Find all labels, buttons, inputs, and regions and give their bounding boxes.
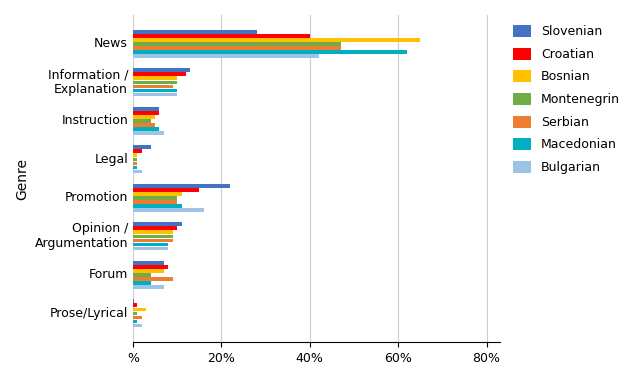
Bar [133, 146, 150, 149]
Bar [133, 115, 155, 119]
Bar [133, 46, 340, 50]
Bar [133, 119, 150, 123]
Bar [133, 273, 150, 277]
Bar [133, 30, 257, 33]
Bar [133, 316, 141, 319]
Bar [133, 239, 173, 242]
Bar [133, 169, 141, 173]
Bar [133, 93, 177, 97]
Bar [133, 204, 182, 208]
Bar [133, 149, 141, 153]
Bar [133, 123, 155, 127]
Bar [133, 231, 173, 234]
Bar [133, 304, 138, 307]
Bar [133, 247, 168, 250]
Bar [133, 73, 186, 76]
Legend: Slovenian, Croatian, Bosnian, Montenegrin, Serbian, Macedonian, Bulgarian: Slovenian, Croatian, Bosnian, Montenegri… [509, 21, 624, 178]
Bar [133, 299, 134, 303]
Bar [133, 162, 138, 165]
Bar [133, 200, 177, 204]
Bar [133, 42, 340, 46]
Bar [133, 154, 138, 157]
Bar [133, 222, 182, 226]
Y-axis label: Genre: Genre [15, 158, 29, 200]
Bar [133, 81, 177, 84]
Bar [133, 34, 310, 38]
Bar [133, 54, 319, 58]
Bar [133, 127, 159, 131]
Bar [133, 324, 141, 328]
Bar [133, 226, 177, 230]
Bar [133, 131, 164, 135]
Bar [133, 281, 150, 285]
Bar [133, 192, 182, 196]
Bar [133, 50, 407, 54]
Bar [133, 89, 177, 92]
Bar [133, 269, 164, 273]
Bar [133, 111, 159, 115]
Bar [133, 188, 199, 192]
Bar [133, 166, 138, 169]
Bar [133, 234, 173, 238]
Bar [133, 107, 159, 111]
Bar [133, 208, 204, 212]
Bar [133, 261, 164, 264]
Bar [133, 265, 168, 269]
Bar [133, 76, 177, 80]
Bar [133, 196, 177, 200]
Bar [133, 85, 173, 88]
Bar [133, 307, 146, 311]
Bar [133, 38, 420, 42]
Bar [133, 285, 164, 289]
Bar [133, 242, 168, 246]
Bar [133, 68, 190, 72]
Bar [133, 184, 230, 188]
Bar [133, 277, 173, 281]
Bar [133, 320, 138, 323]
Bar [133, 158, 138, 161]
Bar [133, 312, 138, 315]
